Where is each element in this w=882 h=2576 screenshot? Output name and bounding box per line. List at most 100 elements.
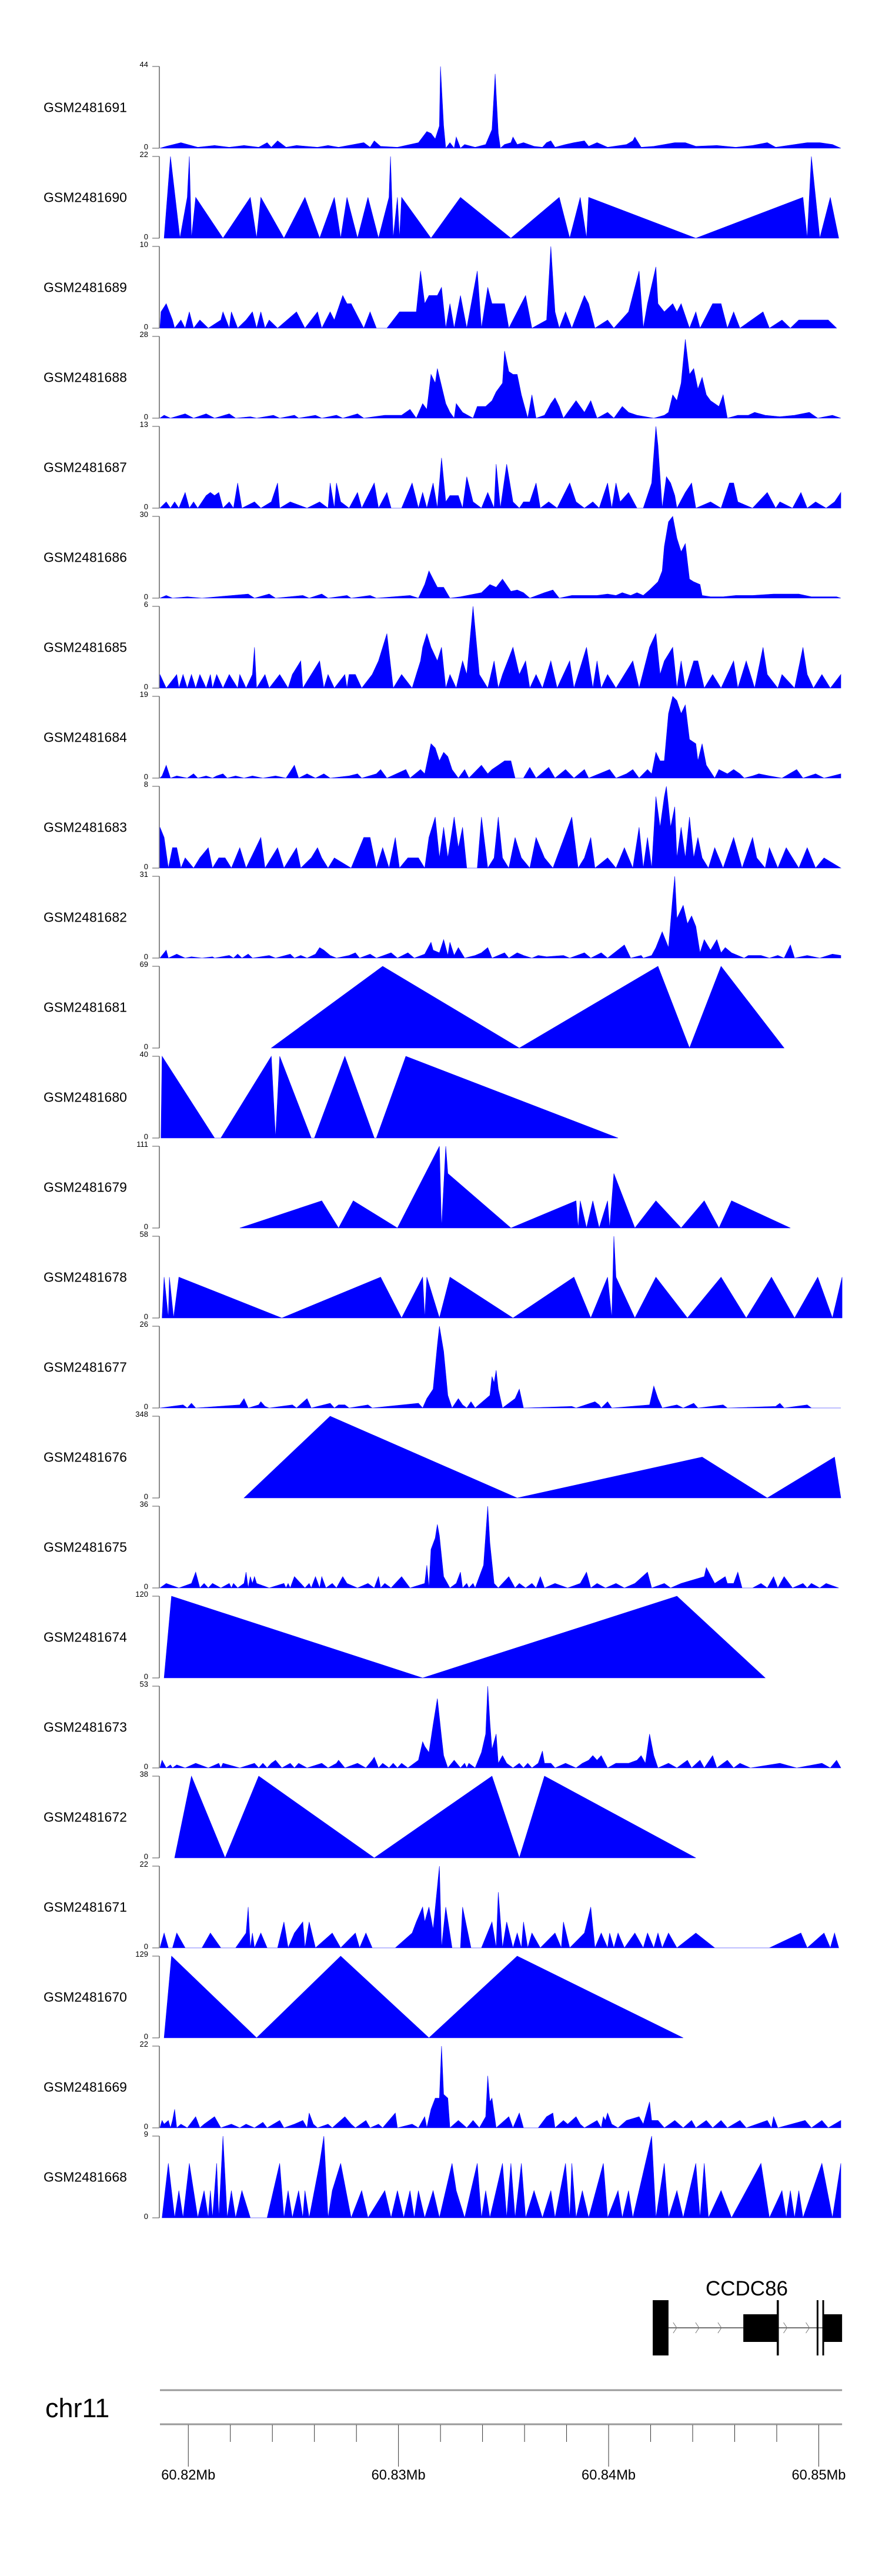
y-tick-label-min: 0 xyxy=(144,1852,148,1861)
y-tick-label-max: 19 xyxy=(140,690,148,699)
chromosome-label: chr11 xyxy=(45,2393,109,2423)
track-GSM2481668: GSM2481668 9 0 xyxy=(44,2130,841,2221)
track-label: GSM2481681 xyxy=(44,1000,127,1015)
coverage-area xyxy=(159,1686,841,1769)
track-label: GSM2481670 xyxy=(44,1990,127,2005)
coverage-area xyxy=(163,156,839,239)
track-label: GSM2481690 xyxy=(44,190,127,205)
track-GSM2481690: GSM2481690 22 0 xyxy=(44,150,839,241)
coverage-area xyxy=(159,786,842,869)
coverage-area xyxy=(174,1775,696,1858)
y-tick-label-min: 0 xyxy=(144,592,148,601)
y-tick-label-min: 0 xyxy=(144,1582,148,1591)
genome-axis: chr11 60.82Mb 60.83Mb 60.84Mb 60.85Mb xyxy=(45,2389,846,2483)
coverage-area xyxy=(159,1866,839,1949)
y-tick-label-min: 0 xyxy=(144,142,148,151)
strand-arrow-icon xyxy=(673,2322,677,2334)
y-tick-label-min: 0 xyxy=(144,952,148,961)
strand-arrow-icon xyxy=(783,2322,788,2334)
gene-name-label: CCDC86 xyxy=(706,2277,788,2300)
track-GSM2481669: GSM2481669 22 0 xyxy=(44,2040,841,2131)
x-tick-label: 60.83Mb xyxy=(372,2467,426,2483)
track-label: GSM2481691 xyxy=(44,100,127,115)
y-tick-label-min: 0 xyxy=(144,502,148,511)
track-GSM2481687: GSM2481687 13 0 xyxy=(44,420,841,511)
coverage-area xyxy=(159,2046,841,2129)
y-tick-label-max: 111 xyxy=(136,1140,148,1149)
y-tick-label-max: 120 xyxy=(135,1590,148,1599)
exon xyxy=(823,2314,843,2342)
track-label: GSM2481689 xyxy=(44,280,127,295)
coverage-area xyxy=(159,696,841,779)
track-label: GSM2481679 xyxy=(44,1180,127,1195)
y-tick-label-min: 0 xyxy=(144,772,148,781)
track-GSM2481673: GSM2481673 53 0 xyxy=(44,1680,841,1771)
track-label: GSM2481682 xyxy=(44,910,127,925)
y-tick-label-min: 0 xyxy=(144,2212,148,2221)
track-label: GSM2481669 xyxy=(44,2080,127,2095)
y-tick-label-max: 69 xyxy=(140,960,148,969)
y-tick-label-min: 0 xyxy=(144,1222,148,1231)
track-GSM2481691: GSM2481691 44 0 xyxy=(44,60,841,151)
coverage-area xyxy=(270,966,785,1049)
track-label: GSM2481680 xyxy=(44,1090,127,1105)
y-tick-label-min: 0 xyxy=(144,1492,148,1501)
track-label: GSM2481686 xyxy=(44,550,127,565)
strand-arrow-icon xyxy=(695,2322,700,2334)
coverage-area xyxy=(161,1055,619,1139)
y-tick-label-min: 0 xyxy=(144,1672,148,1681)
y-tick-label-max: 40 xyxy=(140,1050,148,1059)
coverage-area xyxy=(243,1416,841,1499)
coverage-area xyxy=(159,876,841,959)
coverage-tracks: GSM2481691440GSM2481690220GSM2481689100G… xyxy=(44,60,843,2221)
track-label: GSM2481674 xyxy=(44,1630,127,1645)
y-tick-label-max: 348 xyxy=(135,1410,148,1419)
track-GSM2481689: GSM2481689 10 0 xyxy=(44,240,837,331)
track-GSM2481686: GSM2481686 30 0 xyxy=(44,510,841,601)
track-GSM2481670: GSM2481670 129 0 xyxy=(44,1950,684,2041)
track-label: GSM2481677 xyxy=(44,1360,127,1375)
track-label: GSM2481684 xyxy=(44,730,127,745)
exon xyxy=(653,2300,669,2355)
track-GSM2481676: GSM2481676 348 0 xyxy=(44,1410,841,1501)
coverage-area xyxy=(159,1326,841,1409)
y-tick-label-max: 22 xyxy=(140,2040,148,2048)
y-tick-label-min: 0 xyxy=(144,2032,148,2041)
y-tick-label-max: 36 xyxy=(140,1500,148,1509)
coverage-area xyxy=(159,1506,839,1589)
coverage-area xyxy=(159,246,837,329)
y-tick-label-max: 53 xyxy=(140,1680,148,1689)
y-tick-label-min: 0 xyxy=(144,1312,148,1321)
strand-arrow-icon xyxy=(717,2322,722,2334)
track-label: GSM2481676 xyxy=(44,1450,127,1465)
y-tick-label-max: 22 xyxy=(140,150,148,159)
track-GSM2481671: GSM2481671 22 0 xyxy=(44,1860,839,1951)
track-label: GSM2481675 xyxy=(44,1540,127,1555)
track-label: GSM2481673 xyxy=(44,1720,127,1735)
y-tick-label-min: 0 xyxy=(144,1132,148,1141)
exon xyxy=(743,2314,778,2342)
track-label: GSM2481678 xyxy=(44,1270,127,1285)
y-tick-label-max: 22 xyxy=(140,1860,148,1868)
y-tick-label-max: 31 xyxy=(140,870,148,879)
y-tick-label-min: 0 xyxy=(144,1762,148,1771)
y-tick-label-max: 44 xyxy=(140,60,148,69)
y-tick-label-max: 28 xyxy=(140,330,148,339)
exon xyxy=(816,2300,818,2355)
y-tick-label-min: 0 xyxy=(144,862,148,871)
track-label: GSM2481668 xyxy=(44,2170,127,2185)
track-GSM2481682: GSM2481682 31 0 xyxy=(44,870,841,961)
y-tick-label-min: 0 xyxy=(144,412,148,421)
y-tick-label-max: 38 xyxy=(140,1770,148,1778)
track-GSM2481684: GSM2481684 19 0 xyxy=(44,690,841,781)
track-GSM2481675: GSM2481675 36 0 xyxy=(44,1500,839,1591)
y-tick-label-max: 26 xyxy=(140,1320,148,1329)
y-tick-label-min: 0 xyxy=(144,1402,148,1411)
exon xyxy=(776,2300,779,2355)
track-GSM2481679: GSM2481679 111 0 xyxy=(44,1140,791,1231)
y-tick-label-min: 0 xyxy=(144,322,148,331)
y-tick-label-max: 58 xyxy=(140,1230,148,1239)
coverage-area xyxy=(239,1146,791,1229)
y-tick-label-max: 9 xyxy=(144,2130,148,2138)
y-tick-label-max: 129 xyxy=(135,1950,148,1958)
